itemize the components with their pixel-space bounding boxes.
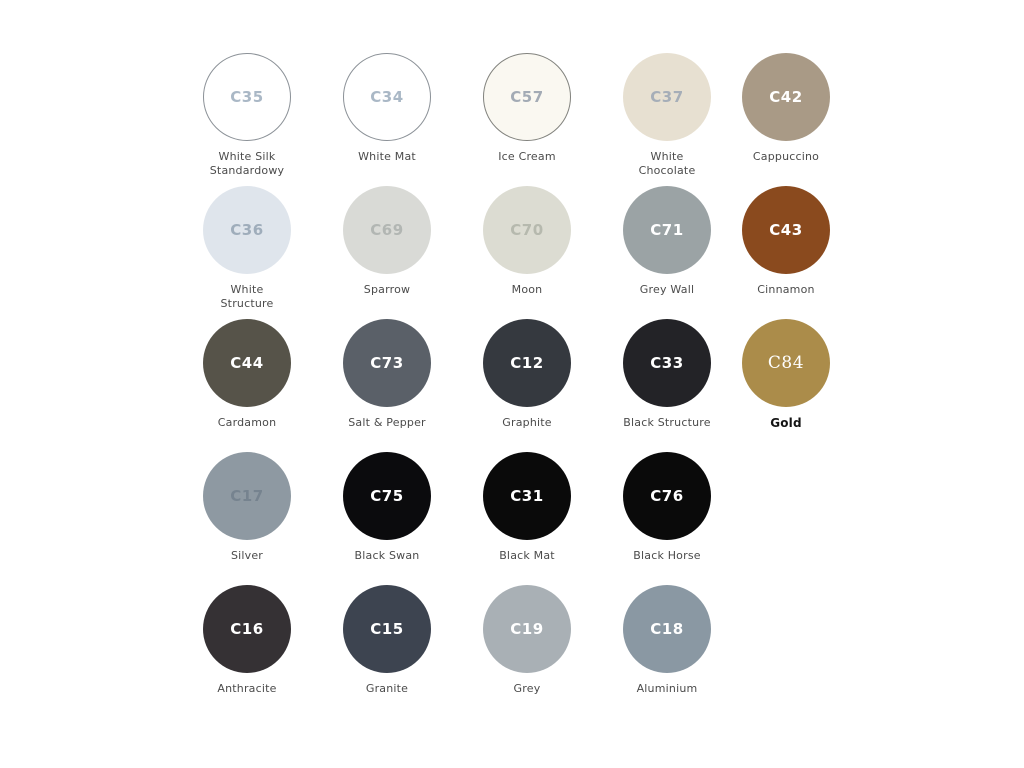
color-swatch-circle: C18 xyxy=(623,585,711,673)
swatch-cell: C36 White Structure xyxy=(177,186,317,319)
swatch-cell: C16 Anthracite xyxy=(177,585,317,718)
swatch-cell: C31 Black Mat xyxy=(457,452,597,585)
swatch-code-label: C75 xyxy=(370,487,404,505)
swatch-name-label: Black Structure xyxy=(623,416,711,429)
swatch-cell: C33 Black Structure xyxy=(597,319,737,452)
swatch-name-label: White Silk Standardowy xyxy=(209,150,285,177)
swatch-code-label: C33 xyxy=(650,354,684,372)
color-swatch-circle: C44 xyxy=(203,319,291,407)
color-swatch-circle: C57 xyxy=(483,53,571,141)
swatch-code-label: C71 xyxy=(650,221,684,239)
swatch-code-label: C17 xyxy=(230,487,264,505)
swatch-name-label: Aluminium xyxy=(636,682,698,695)
color-swatch-circle: C37 xyxy=(623,53,711,141)
color-swatch-circle: C36 xyxy=(203,186,291,274)
swatch-name-label: Graphite xyxy=(502,416,552,429)
swatch-code-label: C57 xyxy=(510,88,544,106)
color-swatch-circle: C71 xyxy=(623,186,711,274)
color-swatch-circle: C19 xyxy=(483,585,571,673)
color-swatch-circle: C12 xyxy=(483,319,571,407)
color-swatch-circle: C34 xyxy=(343,53,431,141)
swatch-code-label: C70 xyxy=(510,221,544,239)
color-swatch-circle: C69 xyxy=(343,186,431,274)
swatch-code-label: C19 xyxy=(510,620,544,638)
swatch-name-label: Black Mat xyxy=(499,549,555,562)
swatch-code-label: C36 xyxy=(230,221,264,239)
swatch-cell: C17 Silver xyxy=(177,452,317,585)
swatch-name-label: Grey Wall xyxy=(639,283,695,296)
swatch-name-label: Cappuccino xyxy=(752,150,820,163)
swatch-code-label: C37 xyxy=(650,88,684,106)
swatch-grid: C35 White Silk Standardowy C34 White Mat… xyxy=(177,53,877,718)
color-swatch-circle: C35 xyxy=(203,53,291,141)
swatch-code-label: C43 xyxy=(769,221,803,239)
swatch-name-label: White Structure xyxy=(220,283,274,310)
swatch-name-label: Black Swan xyxy=(354,549,420,562)
swatch-name-label: Cinnamon xyxy=(757,283,815,296)
swatch-name-label: Moon xyxy=(511,283,543,296)
swatch-code-label: C73 xyxy=(370,354,404,372)
swatch-name-label: White Chocolate xyxy=(638,150,696,177)
swatch-cell: C43 Cinnamon xyxy=(716,186,856,319)
color-swatch-circle: C15 xyxy=(343,585,431,673)
swatch-name-label: Gold xyxy=(770,416,802,430)
swatch-cell: C37 White Chocolate xyxy=(597,53,737,186)
swatch-name-label: Granite xyxy=(365,682,409,695)
color-swatch-circle: C75 xyxy=(343,452,431,540)
swatch-name-label: Sparrow xyxy=(363,283,411,296)
swatch-name-label: Cardamon xyxy=(217,416,277,429)
swatch-code-label: C44 xyxy=(230,354,264,372)
swatch-cell: C57 Ice Cream xyxy=(457,53,597,186)
swatch-code-label: C16 xyxy=(230,620,264,638)
swatch-cell: C34 White Mat xyxy=(317,53,457,186)
swatch-code-label: C84 xyxy=(767,353,805,373)
swatch-cell: C42 Cappuccino xyxy=(716,53,856,186)
swatch-name-label: Black Horse xyxy=(633,549,701,562)
swatch-code-label: C34 xyxy=(370,88,404,106)
color-swatch-circle: C70 xyxy=(483,186,571,274)
color-swatch-circle: C33 xyxy=(623,319,711,407)
swatch-cell: C19 Grey xyxy=(457,585,597,718)
swatch-name-label: Silver xyxy=(230,549,264,562)
swatch-code-label: C12 xyxy=(510,354,544,372)
swatch-code-label: C69 xyxy=(370,221,404,239)
swatch-cell: C69 Sparrow xyxy=(317,186,457,319)
swatch-cell: C70 Moon xyxy=(457,186,597,319)
swatch-cell: C12 Graphite xyxy=(457,319,597,452)
swatch-cell: C76 Black Horse xyxy=(597,452,737,585)
swatch-code-label: C31 xyxy=(510,487,544,505)
swatch-name-label: White Mat xyxy=(358,150,416,163)
swatch-cell: C44 Cardamon xyxy=(177,319,317,452)
swatch-code-label: C35 xyxy=(230,88,264,106)
swatch-cell: C75 Black Swan xyxy=(317,452,457,585)
color-swatch-circle: C84 xyxy=(742,319,830,407)
color-swatch-circle: C31 xyxy=(483,452,571,540)
color-swatch-circle: C43 xyxy=(742,186,830,274)
swatch-code-label: C42 xyxy=(769,88,803,106)
color-swatch-circle: C16 xyxy=(203,585,291,673)
swatch-code-label: C15 xyxy=(370,620,404,638)
swatch-cell: C73 Salt & Pepper xyxy=(317,319,457,452)
swatch-code-label: C76 xyxy=(650,487,684,505)
swatch-cell: C35 White Silk Standardowy xyxy=(177,53,317,186)
swatch-name-label: Grey xyxy=(513,682,541,695)
swatch-code-label: C18 xyxy=(650,620,684,638)
swatch-cell: C84 Gold xyxy=(716,319,856,452)
swatch-name-label: Salt & Pepper xyxy=(348,416,426,429)
swatch-cell: C18 Aluminium xyxy=(597,585,737,718)
swatch-name-label: Ice Cream xyxy=(498,150,556,163)
swatch-cell: C15 Granite xyxy=(317,585,457,718)
swatch-cell: C71 Grey Wall xyxy=(597,186,737,319)
color-swatch-circle: C76 xyxy=(623,452,711,540)
swatch-name-label: Anthracite xyxy=(217,682,277,695)
color-swatch-circle: C42 xyxy=(742,53,830,141)
color-swatch-circle: C17 xyxy=(203,452,291,540)
color-swatch-circle: C73 xyxy=(343,319,431,407)
